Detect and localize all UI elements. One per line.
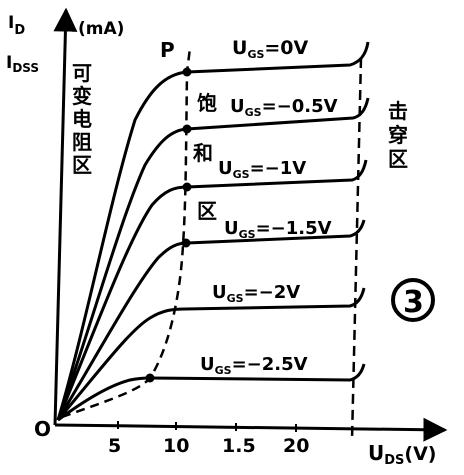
x-axis-label: UDS(V) bbox=[368, 441, 436, 468]
variable-resistance-region-label: 可 变 电 阻 区 bbox=[72, 61, 92, 177]
x-tick-label: 10 bbox=[163, 435, 189, 457]
pinch-off-points bbox=[145, 67, 192, 383]
svg-text:阻: 阻 bbox=[72, 130, 92, 154]
characteristic-curves bbox=[56, 41, 370, 422]
y-axis-label: ID bbox=[8, 13, 25, 38]
curve-label-ugs-0v: UGS=0V bbox=[232, 37, 309, 61]
breakdown-region-label: 击 穿 区 bbox=[388, 99, 408, 171]
curve-ugs-neg-2-5v bbox=[57, 363, 366, 422]
svg-text:电: 电 bbox=[72, 107, 92, 131]
x-tick-label: 20 bbox=[283, 435, 309, 457]
curve-ugs-neg-2v bbox=[56, 287, 366, 421]
pinch-off-boundary-curve bbox=[61, 47, 192, 419]
y-axis-unit: (mA) bbox=[78, 19, 124, 39]
svg-text:变: 变 bbox=[72, 84, 92, 108]
curve-label-ugs-neg-2v: UGS=−2V bbox=[212, 282, 300, 305]
svg-text:和: 和 bbox=[193, 141, 213, 165]
point-p-label: P bbox=[160, 38, 175, 62]
x-tick-label: 1.5 bbox=[222, 435, 256, 457]
idss-label: IDSS bbox=[6, 53, 39, 75]
x-tick-label: 5 bbox=[108, 435, 121, 457]
y-axis bbox=[53, 7, 78, 426]
saturation-region-label: 饱 和 区 bbox=[193, 91, 217, 223]
origin-label: O bbox=[34, 417, 51, 441]
svg-text:饱: 饱 bbox=[197, 91, 217, 115]
svg-text:区: 区 bbox=[388, 147, 408, 171]
svg-text:区: 区 bbox=[197, 199, 217, 223]
curve-ugs-neg-1-5v bbox=[56, 219, 366, 421]
curve-ugs-neg-0-5v bbox=[56, 97, 370, 421]
curve-ugs-0v bbox=[56, 41, 370, 421]
svg-text:区: 区 bbox=[72, 153, 92, 177]
curve-label-ugs-neg-1-5v: UGS=−1.5V bbox=[224, 218, 332, 241]
svg-text:击: 击 bbox=[388, 99, 408, 123]
figure-number-badge: 3 bbox=[391, 278, 435, 322]
x-axis bbox=[54, 417, 448, 442]
svg-text:穿: 穿 bbox=[388, 123, 408, 147]
curve-label-ugs-neg-0-5v: UGS=−0.5V bbox=[230, 96, 338, 119]
svg-text:可: 可 bbox=[72, 61, 92, 85]
curve-ugs-neg-1v bbox=[56, 159, 368, 421]
curve-label-ugs-neg-2-5v: UGS=−2.5V bbox=[200, 354, 308, 377]
curve-label-ugs-neg-1v: UGS=−1V bbox=[218, 158, 306, 181]
svg-text:3: 3 bbox=[403, 285, 424, 320]
x-axis-ticks bbox=[117, 421, 297, 432]
